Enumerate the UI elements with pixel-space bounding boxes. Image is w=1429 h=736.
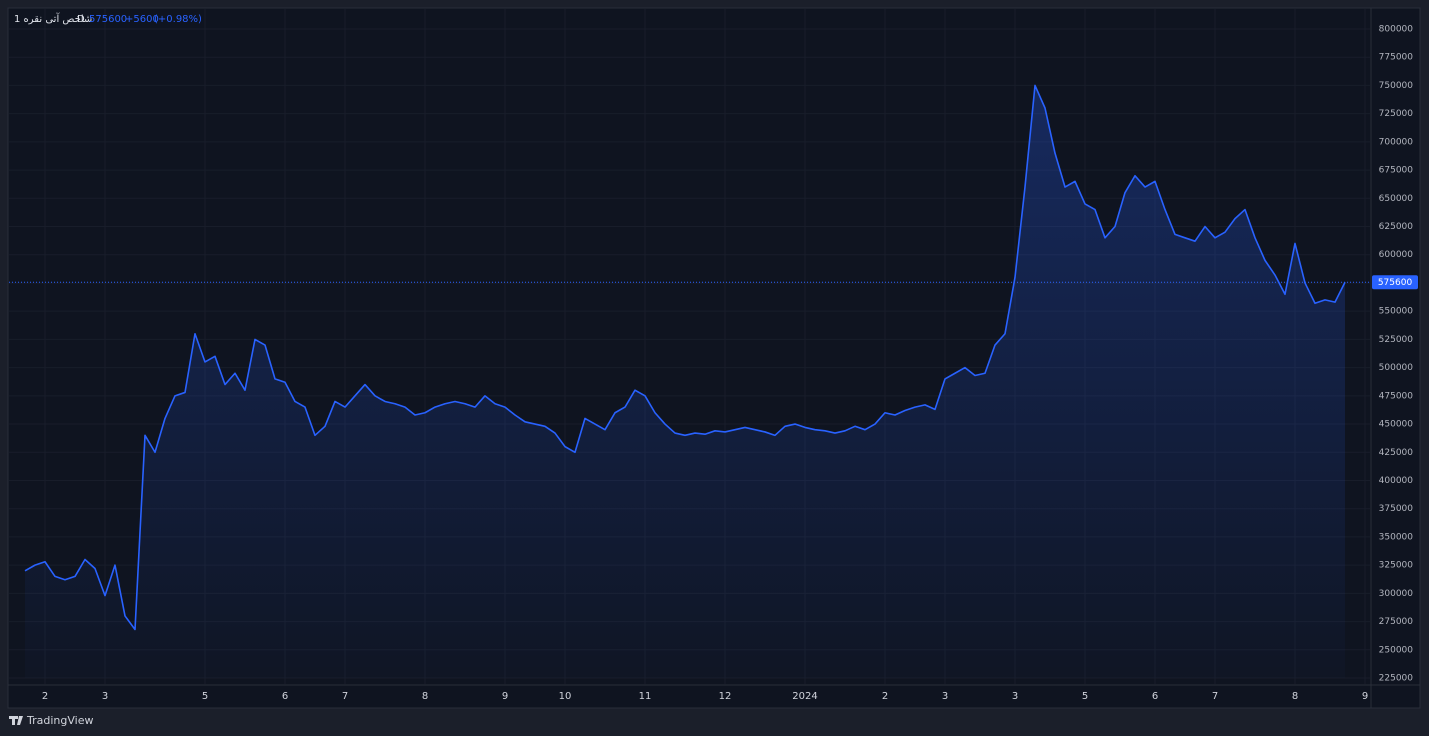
y-tick-label: 375000 (1379, 504, 1414, 514)
y-tick-label: 350000 (1379, 532, 1414, 542)
brand[interactable]: TradingView (26, 714, 93, 727)
y-tick-label: 675000 (1379, 166, 1414, 176)
y-tick-label: 500000 (1379, 363, 1414, 373)
y-tick-label: 725000 (1379, 109, 1414, 119)
brand-logo (9, 716, 23, 725)
y-tick-label: 625000 (1379, 222, 1414, 232)
x-tick-label: 12 (719, 691, 732, 702)
x-tick-label: 5 (1082, 691, 1088, 702)
y-tick-label: 225000 (1379, 674, 1414, 684)
x-tick-label: 6 (282, 691, 288, 702)
x-tick-label: 8 (422, 691, 428, 702)
x-tick-label: 9 (502, 691, 508, 702)
y-tick-label: 550000 (1379, 307, 1414, 317)
y-tick-label: 750000 (1379, 81, 1414, 91)
y-tick-label: 525000 (1379, 335, 1414, 345)
interval: D (77, 14, 85, 25)
y-tick-label: 800000 (1379, 25, 1414, 35)
x-tick-label: 9 (1362, 691, 1368, 702)
x-tick-label: 3 (942, 691, 948, 702)
x-tick-label: 2 (42, 691, 48, 702)
change-percent: (+0.98%) (154, 14, 202, 25)
y-tick-label: 275000 (1379, 617, 1414, 627)
x-tick-label: 3 (1012, 691, 1018, 702)
y-tick-label: 600000 (1379, 250, 1414, 260)
y-tick-label: 400000 (1379, 476, 1414, 486)
y-tick-label: 650000 (1379, 194, 1414, 204)
y-tick-label: 700000 (1379, 137, 1414, 147)
x-tick-label: 5 (202, 691, 208, 702)
last-price: 575600 (89, 14, 127, 25)
x-tick-label: 11 (639, 691, 652, 702)
y-tick-label: 775000 (1379, 53, 1414, 63)
symbol-title: شاخص آتی نقره 1 (14, 12, 92, 25)
last-price-badge (1372, 275, 1418, 290)
y-tick-label: 325000 (1379, 561, 1414, 571)
price-line (24, 84, 1346, 631)
y-tick-label: 300000 (1379, 589, 1414, 599)
y-tick-label: 450000 (1379, 420, 1414, 430)
x-tick-label: 10 (559, 691, 572, 702)
change: +5600 (125, 14, 159, 25)
x-tick-label: 8 (1292, 691, 1298, 702)
x-tick-label: 6 (1152, 691, 1158, 702)
last-price-label: 575600 (1378, 278, 1413, 288)
x-tick-label: 2024 (792, 691, 817, 702)
x-tick-label: 2 (882, 691, 888, 702)
y-tick-label: 425000 (1379, 448, 1414, 458)
x-tick-label: 3 (102, 691, 108, 702)
x-tick-label: 7 (342, 691, 348, 702)
y-tick-label: 475000 (1379, 391, 1414, 401)
area-fill (25, 85, 1345, 678)
y-tick-label: 250000 (1379, 645, 1414, 655)
x-tick-label: 7 (1212, 691, 1218, 702)
